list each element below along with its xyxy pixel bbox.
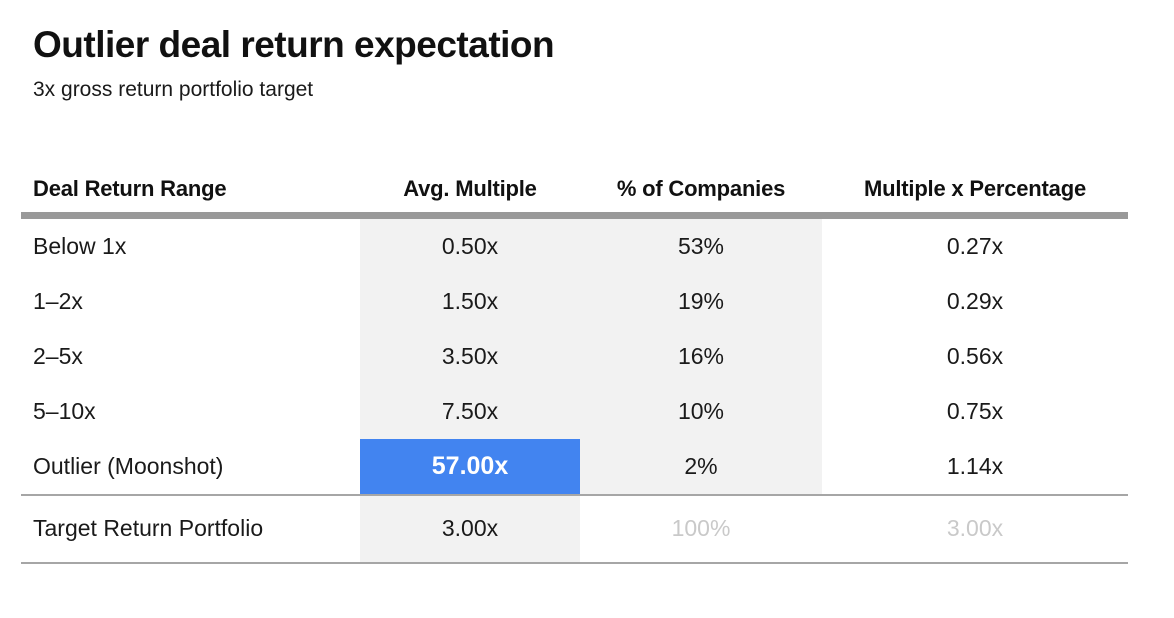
cell-pct-companies: 2% — [580, 438, 822, 494]
cell-pct-companies: 16% — [580, 328, 822, 384]
column-header-multiple-x-percentage: Multiple x Percentage — [864, 175, 1086, 201]
cell-range: 1–2x — [33, 287, 83, 314]
cell-range: Outlier (Moonshot) — [33, 452, 224, 479]
page-title: Outlier deal return expectation — [33, 24, 555, 65]
column-header-pct-of-companies: % of Companies — [616, 175, 786, 201]
column-header-deal-return-range: Deal Return Range — [33, 175, 227, 201]
deal-return-table: Deal Return Range Avg. Multiple % of Com… — [21, 166, 1128, 564]
cell-range: Below 1x — [33, 232, 127, 259]
cell-multiple-x-percentage-muted: 3.00x — [946, 515, 1004, 542]
cell-avg-multiple: 3.50x — [360, 328, 580, 384]
cell-multiple-x-percentage: 0.29x — [946, 287, 1004, 314]
table-row-target-return-portfolio: Target Return Portfolio 3.00x 100% 3.00x — [21, 493, 1128, 564]
table-row-2-5x: 2–5x 3.50x 16% 0.56x — [21, 328, 1128, 384]
cell-avg-multiple: 7.50x — [360, 383, 580, 439]
cell-range: 5–10x — [33, 397, 96, 424]
cell-range: 2–5x — [33, 342, 83, 369]
cell-avg-multiple: 1.50x — [360, 273, 580, 329]
cell-multiple-x-percentage: 0.27x — [946, 232, 1004, 259]
cell-multiple-x-percentage: 0.75x — [946, 397, 1004, 424]
cell-range: Target Return Portfolio — [33, 515, 264, 542]
page-subtitle: 3x gross return portfolio target — [33, 77, 314, 101]
cell-pct-companies: 10% — [580, 383, 822, 439]
cell-pct-companies: 53% — [580, 218, 822, 274]
table-row-1-2x: 1–2x 1.50x 19% 0.29x — [21, 273, 1128, 329]
cell-avg-multiple: 0.50x — [360, 218, 580, 274]
cell-multiple-x-percentage: 1.14x — [946, 452, 1004, 479]
table-header-row: Deal Return Range Avg. Multiple % of Com… — [21, 166, 1128, 219]
page: Outlier deal return expectation 3x gross… — [21, 24, 1128, 564]
table-row-5-10x: 5–10x 7.50x 10% 0.75x — [21, 383, 1128, 439]
highlighted-cell-outlier-avg-multiple: 57.00x — [360, 438, 580, 494]
table-row-outlier-moonshot: Outlier (Moonshot) 57.00x 2% 1.14x — [21, 438, 1128, 494]
cell-multiple-x-percentage: 0.56x — [946, 342, 1004, 369]
cell-pct-companies-muted: 100% — [671, 515, 731, 542]
table-row-below-1x: Below 1x 0.50x 53% 0.27x — [21, 218, 1128, 274]
column-header-avg-multiple: Avg. Multiple — [403, 175, 537, 201]
cell-pct-companies: 19% — [580, 273, 822, 329]
cell-avg-multiple: 3.00x — [360, 495, 580, 562]
